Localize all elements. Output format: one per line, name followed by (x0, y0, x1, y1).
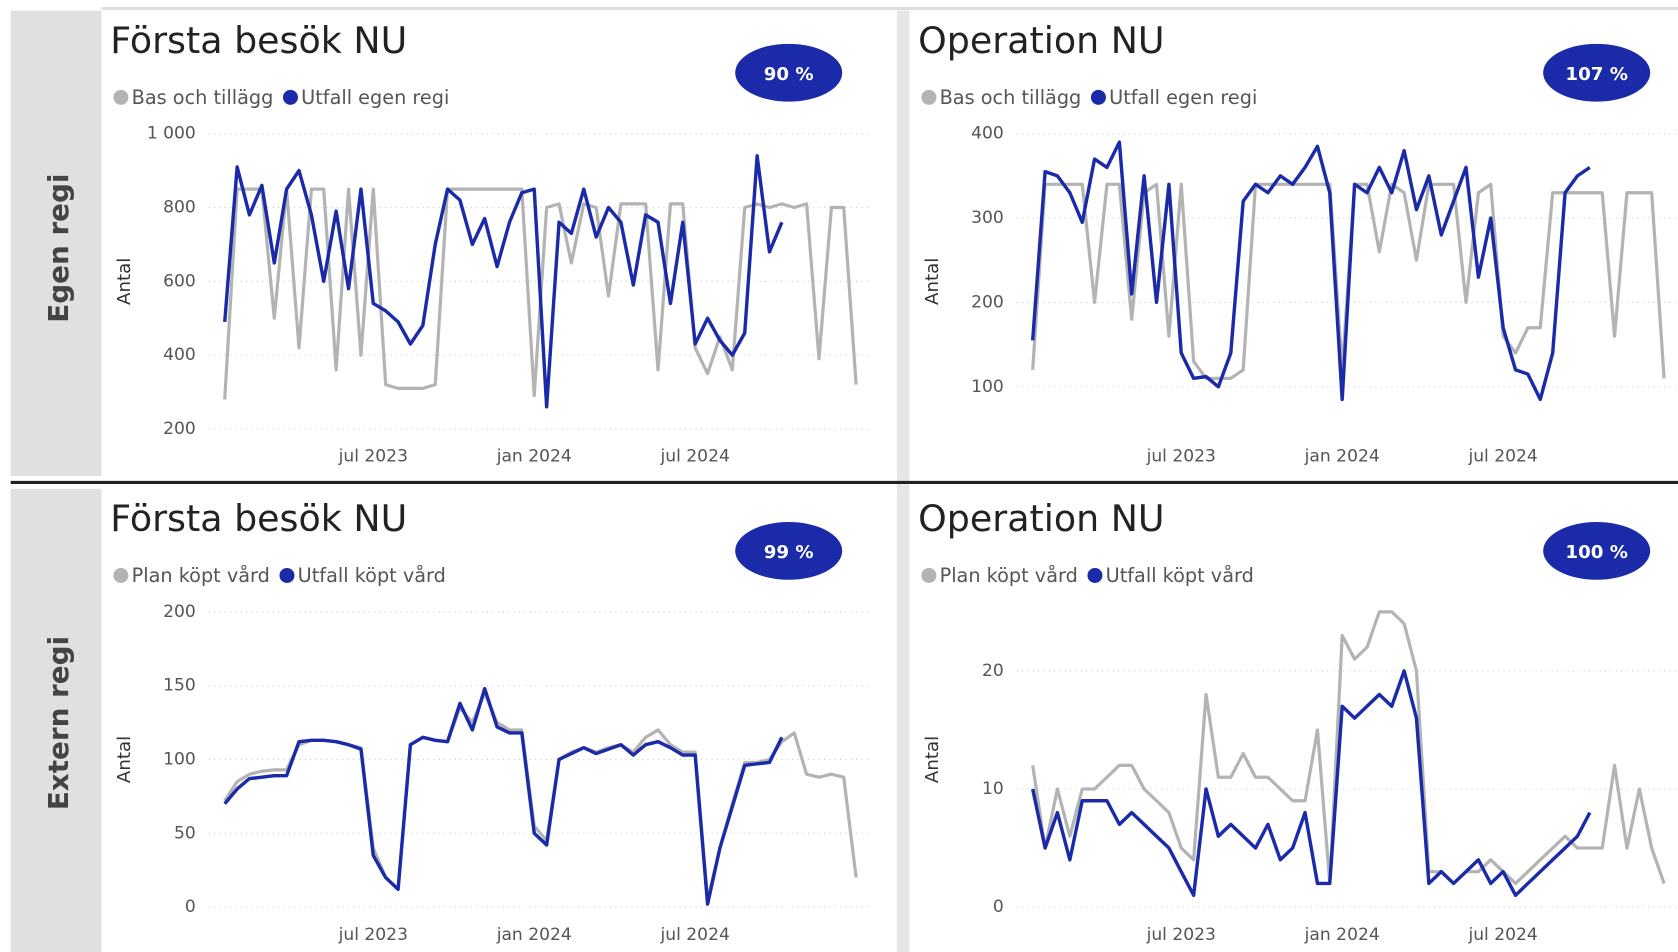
y-axis-label: Antal (114, 258, 135, 305)
x-tick-label: jan 2024 (496, 925, 572, 945)
row-band (10, 10, 102, 477)
legend-label: Utfall egen regi (1109, 86, 1257, 109)
y-tick-label: 400 (971, 124, 1004, 144)
legend-marker (113, 567, 129, 583)
y-tick-label: 50 (174, 823, 196, 843)
series-line (223, 686, 784, 906)
legend-label: Bas och tillägg (132, 86, 274, 109)
y-tick-label: 400 (163, 345, 196, 365)
y-tick-label: 100 (163, 749, 196, 769)
y-tick-label: 150 (163, 676, 196, 696)
badge: 90 % (764, 64, 814, 85)
legend-marker (921, 567, 937, 583)
series-line (1030, 140, 1591, 402)
y-tick-label: 10 (982, 779, 1004, 799)
legend-marker (279, 567, 295, 583)
x-tick-label: jul 2024 (1467, 925, 1537, 945)
y-tick-label: 600 (163, 271, 196, 291)
x-tick-label: jan 2024 (496, 447, 572, 467)
legend-label: Plan köpt vård (132, 564, 270, 587)
y-tick-label: 1 000 (147, 124, 196, 144)
legend-label: Utfall köpt vård (298, 564, 446, 587)
badge: 99 % (764, 542, 814, 563)
x-tick-label: jul 2023 (1146, 925, 1216, 945)
y-tick-label: 200 (163, 602, 196, 622)
row-label: Extern regi (42, 636, 75, 810)
series-line (223, 154, 784, 409)
legend-label: Utfall köpt vård (1106, 564, 1254, 587)
legend-marker (921, 89, 937, 105)
y-axis-label: Antal (114, 736, 135, 783)
series-line (1031, 669, 1592, 898)
y-tick-label: 200 (971, 292, 1004, 312)
panel (909, 488, 1678, 952)
x-tick-label: jul 2023 (1146, 447, 1216, 467)
y-axis-label: Antal (922, 258, 943, 305)
x-tick-label: jan 2024 (1304, 447, 1380, 467)
row-label: Egen regi (42, 174, 75, 323)
badge-bg (735, 521, 843, 580)
x-tick-label: jul 2024 (1467, 447, 1537, 467)
x-tick-label: jul 2024 (659, 925, 729, 945)
y-tick-label: 200 (163, 419, 196, 439)
y-tick-label: 800 (163, 198, 196, 218)
badge-bg (1543, 521, 1651, 580)
legend-marker (1087, 567, 1103, 583)
y-axis-label: Antal (922, 736, 943, 783)
y-tick-label: 0 (185, 897, 196, 917)
x-tick-label: jul 2023 (338, 925, 408, 945)
y-tick-label: 20 (982, 661, 1004, 681)
legend-label: Utfall egen regi (301, 86, 449, 109)
badge: 100 % (1565, 542, 1627, 563)
x-tick-label: jul 2023 (338, 447, 408, 467)
chart-title: Operation NU (918, 19, 1164, 62)
chart-title: Första besök NU (110, 19, 407, 62)
x-tick-label: jul 2024 (659, 447, 729, 467)
y-tick-label: 0 (993, 897, 1004, 917)
badge-bg (1543, 43, 1651, 102)
legend-marker (113, 89, 129, 105)
chart-title: Första besök NU (110, 497, 407, 540)
badge: 107 % (1565, 64, 1627, 85)
legend-label: Plan köpt vård (940, 564, 1078, 587)
badge-bg (735, 43, 843, 102)
panel (909, 10, 1678, 477)
row-band (10, 488, 102, 952)
legend-marker (282, 89, 298, 105)
x-tick-label: jan 2024 (1304, 925, 1380, 945)
chart-title: Operation NU (918, 497, 1164, 540)
series-line (1031, 610, 1666, 886)
y-tick-label: 100 (971, 377, 1004, 397)
y-tick-label: 300 (971, 208, 1004, 228)
legend-marker (1090, 89, 1106, 105)
legend-label: Bas och tillägg (940, 86, 1082, 109)
